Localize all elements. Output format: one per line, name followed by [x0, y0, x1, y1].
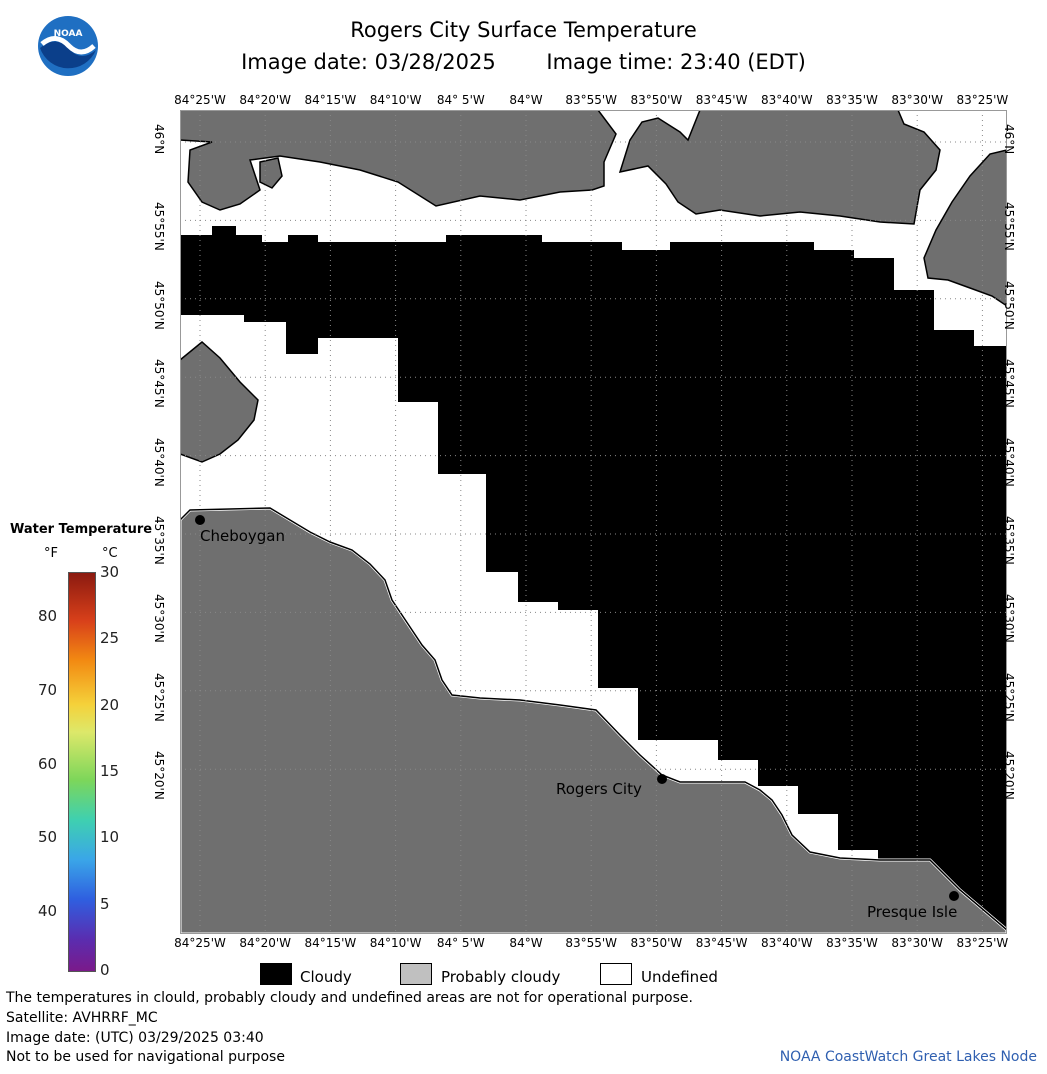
longitude-label: 83°55'W	[565, 936, 618, 950]
temperature-map	[180, 110, 1007, 934]
satellite-note: Satellite: AVHRRF_MC	[6, 1010, 158, 1026]
legend-swatch-undefined	[600, 963, 632, 985]
rogers-city-marker	[657, 774, 667, 784]
latitude-label: 45°20'N	[152, 751, 166, 801]
latitude-label: 45°30'N	[152, 594, 166, 644]
celsius-unit: °C	[102, 546, 118, 561]
longitude-label: 83°30'W	[891, 93, 944, 107]
credit-link[interactable]: NOAA CoastWatch Great Lakes Node	[779, 1049, 1037, 1065]
latitude-label: 45°35'N	[1002, 516, 1016, 565]
latitude-label: 45°55'N	[152, 202, 166, 252]
latitude-label: 45°35'N	[152, 516, 166, 565]
longitude-label: 83°45'W	[695, 93, 748, 107]
cheboygan-marker	[195, 515, 205, 525]
longitude-label: 83°40'W	[760, 936, 813, 950]
celsius-tick: 30	[100, 563, 120, 581]
navigation-note: Not to be used for navigational purpose	[6, 1049, 285, 1065]
legend-swatch-probably-cloudy	[400, 963, 432, 985]
fahrenheit-unit: °F	[44, 546, 58, 561]
longitude-label: 83°55'W	[565, 93, 618, 107]
latitude-label: 46°N	[1002, 124, 1016, 155]
longitude-label: 83°40'W	[760, 93, 813, 107]
latitude-label: 45°30'N	[1002, 594, 1016, 644]
longitude-label: 84°15'W	[304, 93, 357, 107]
legend-label-undefined: Undefined	[641, 968, 718, 986]
noaa-logo-text: NOAA	[54, 29, 83, 39]
utc-date-note: Image date: (UTC) 03/29/2025 03:40	[6, 1030, 264, 1046]
longitude-label: 84°10'W	[369, 93, 422, 107]
longitude-label: 84°10'W	[369, 936, 422, 950]
celsius-tick: 0	[100, 961, 110, 979]
longitude-label: 84°20'W	[239, 936, 292, 950]
celsius-tick: 5	[100, 894, 110, 913]
latitude-label: 45°45'N	[152, 359, 166, 409]
longitude-label: 84°W	[509, 936, 543, 950]
longitude-label: 83°35'W	[826, 93, 878, 107]
disclaimer-note: The temperatures in clould, probably clo…	[6, 990, 693, 1006]
cloud-area	[180, 226, 1007, 934]
latitude-label: 45°45'N	[1002, 359, 1016, 409]
latitude-label: 45°20'N	[1002, 751, 1016, 801]
city-label-cheboygan: Cheboygan	[200, 527, 286, 545]
latitude-label: 45°55'N	[1002, 202, 1016, 252]
longitude-label: 83°50'W	[630, 936, 683, 950]
longitude-label: 84° 5'W	[436, 93, 485, 107]
land-upper-peninsula-east	[618, 110, 941, 225]
temperature-legend-title: Water Temperature	[10, 522, 153, 537]
longitude-label: 84°15'W	[304, 936, 357, 950]
celsius-tick: 10	[100, 828, 120, 847]
longitude-label: 83°25'W	[956, 93, 1009, 107]
fahrenheit-tick: 50	[38, 828, 58, 847]
latitude-label: 45°40'N	[1002, 437, 1016, 487]
latitude-label: 45°50'N	[1002, 280, 1016, 330]
longitude-label: 84°25'W	[174, 936, 226, 950]
longitude-label: 83°25'W	[956, 936, 1009, 950]
latitude-label: 45°50'N	[152, 280, 166, 330]
fahrenheit-tick: 80	[38, 607, 58, 626]
latitude-label: 46°N	[152, 124, 166, 155]
longitude-label: 84° 5'W	[436, 936, 485, 950]
longitude-label: 84°20'W	[239, 93, 292, 107]
latitude-label: 45°25'N	[152, 672, 166, 722]
celsius-tick: 20	[100, 695, 120, 714]
image-time: Image time: 23:40 (EDT)	[546, 50, 806, 74]
land-bois-blanc-island	[180, 341, 259, 463]
celsius-tick: 25	[100, 629, 120, 648]
celsius-tick: 15	[100, 762, 120, 780]
longitude-label: 84°25'W	[174, 93, 226, 107]
noaa-logo-icon: NOAA	[38, 16, 98, 76]
graticule-grid	[180, 110, 1007, 934]
map-frame	[180, 110, 1007, 934]
city-label-rogers-city: Rogers City	[556, 780, 642, 798]
fahrenheit-tick: 70	[38, 680, 58, 699]
land-drummond-island	[923, 149, 1007, 307]
city-label-presque-isle: Presque Isle	[867, 903, 958, 921]
longitude-label: 83°30'W	[891, 936, 944, 950]
map-title: Rogers City Surface Temperature	[350, 18, 697, 42]
land-upper-peninsula-west	[180, 110, 617, 211]
longitude-label: 83°35'W	[826, 936, 878, 950]
latitude-label: 45°25'N	[1002, 672, 1016, 722]
fahrenheit-tick: 60	[38, 754, 58, 773]
latitude-label: 45°40'N	[152, 437, 166, 487]
presque-isle-marker	[949, 891, 959, 901]
legend-swatch-cloudy	[260, 963, 292, 985]
legend-label-cloudy: Cloudy	[300, 968, 352, 986]
image-date: Image date: 03/28/2025	[241, 50, 496, 74]
temperature-color-bar	[68, 572, 96, 972]
longitude-label: 83°45'W	[695, 936, 748, 950]
fahrenheit-tick: 40	[38, 902, 58, 921]
image-datetime: Image date: 03/28/2025 Image time: 23:40…	[0, 50, 1047, 74]
legend-label-probably-cloudy: Probably cloudy	[441, 968, 561, 986]
longitude-label: 84°W	[509, 93, 543, 107]
longitude-label: 83°50'W	[630, 93, 683, 107]
